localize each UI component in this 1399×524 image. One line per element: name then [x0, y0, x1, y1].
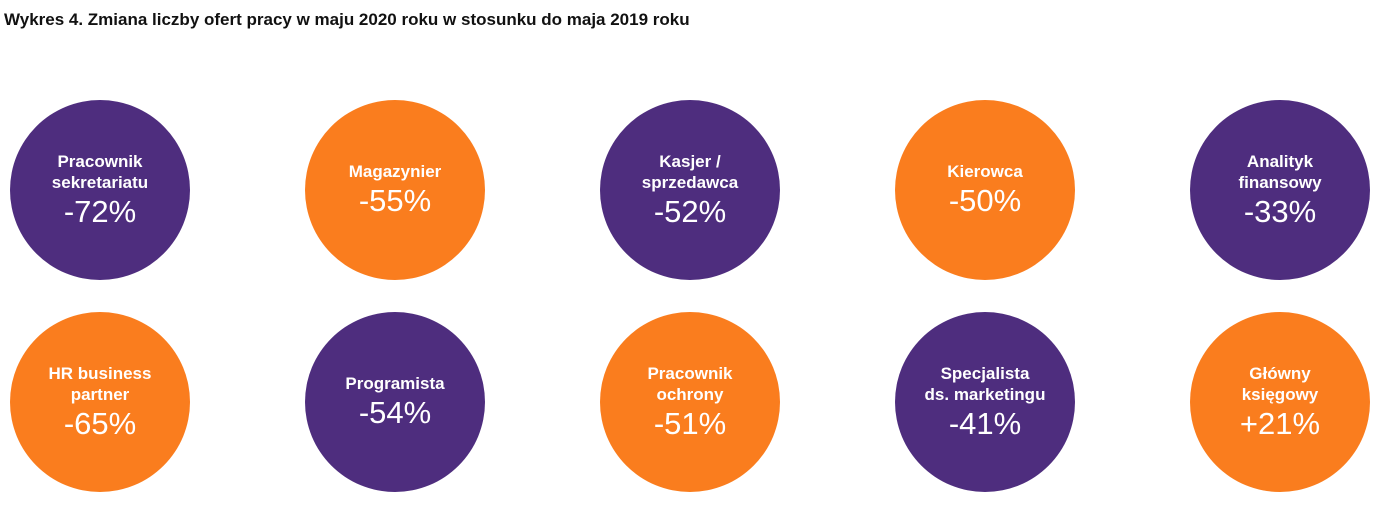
bubble: Magazynier -55% [305, 100, 485, 280]
bubble-label: Pracownik ochrony [647, 363, 733, 404]
bubble-label: Programista [345, 374, 445, 393]
bubble-value: -41% [948, 405, 1022, 441]
bubble-value: -51% [653, 405, 727, 441]
bubble-value: -72% [63, 193, 137, 229]
bubble-value: -55% [358, 183, 432, 218]
bubble-label: Analityk finansowy [1238, 151, 1322, 192]
bubble-value: -54% [358, 395, 432, 430]
bubble: Pracownik ochrony -51% [600, 312, 780, 492]
bubble-value: -33% [1243, 193, 1317, 229]
bubble-value: -65% [63, 405, 137, 441]
bubble: Analityk finansowy -33% [1190, 100, 1370, 280]
bubble-label: Główny księgowy [1241, 363, 1319, 404]
bubble: Pracownik sekretariatu -72% [10, 100, 190, 280]
bubble-label: Magazynier [348, 162, 442, 181]
bubble: Programista -54% [305, 312, 485, 492]
chart-title: Wykres 4. Zmiana liczby ofert pracy w ma… [4, 10, 690, 29]
bubble-label: Specjalista ds. marketingu [924, 363, 1046, 404]
bubble-value: +21% [1239, 405, 1321, 441]
bubble: Kasjer / sprzedawca -52% [600, 100, 780, 280]
bubble-value: -52% [653, 193, 727, 229]
bubble-grid: Pracownik sekretariatu -72% Magazynier -55%… [10, 100, 1370, 492]
bubble: Główny księgowy +21% [1190, 312, 1370, 492]
bubble: HR business partner -65% [10, 312, 190, 492]
bubble-label: HR business partner [48, 363, 152, 404]
bubble-label: Kierowca [947, 162, 1023, 181]
bubble: Kierowca -50% [895, 100, 1075, 280]
bubble: Specjalista ds. marketingu -41% [895, 312, 1075, 492]
bubble-label: Kasjer / sprzedawca [641, 151, 739, 192]
bubble-value: -50% [948, 183, 1022, 218]
bubble-label: Pracownik sekretariatu [51, 151, 149, 192]
